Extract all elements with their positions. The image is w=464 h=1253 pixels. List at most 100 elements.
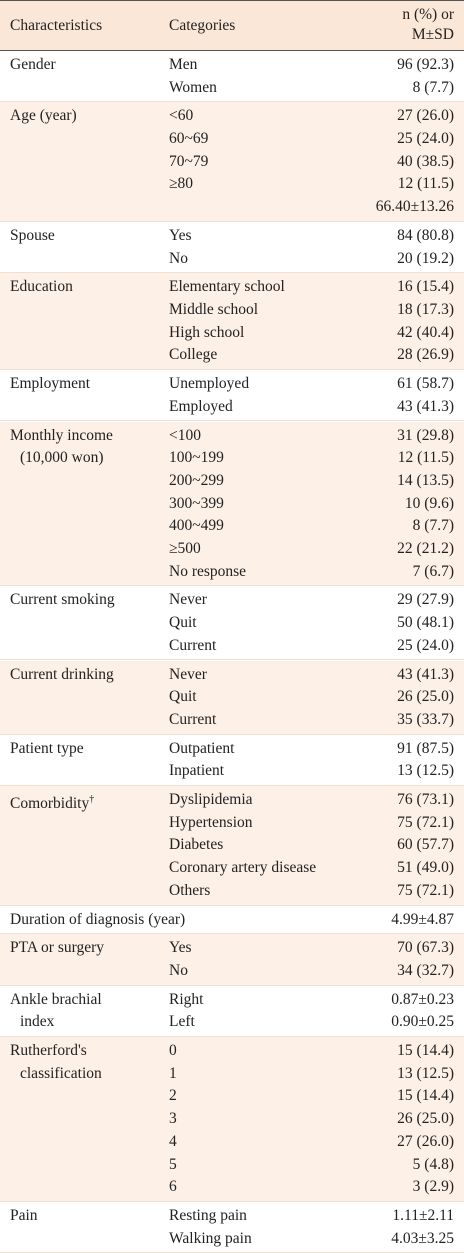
category: ≥80 — [169, 175, 194, 193]
category: No response — [169, 562, 247, 580]
characteristic: (10,000 won) — [20, 449, 104, 467]
value: 91 (87.5) — [397, 739, 454, 757]
value: 27 (26.0) — [397, 107, 454, 125]
category: Coronary artery disease — [169, 859, 317, 877]
value: 18 (17.3) — [397, 300, 454, 318]
value: 3 (2.9) — [412, 1178, 454, 1196]
value: 84 (80.8) — [397, 226, 454, 244]
value: 13 (12.5) — [397, 762, 454, 780]
category: Diabetes — [169, 836, 224, 854]
category: Unemployed — [169, 375, 250, 393]
category: Current — [169, 636, 217, 654]
group: Rutherford's classification 0 15 (14.4) 1 13 … — [0, 1037, 464, 1202]
value: 27 (26.0) — [397, 1132, 454, 1150]
value: 43 (41.3) — [397, 397, 454, 415]
value: 51 (49.0) — [397, 859, 454, 877]
category: Quit — [169, 688, 197, 706]
characteristic: Age (year) — [10, 107, 77, 125]
category: 0 — [169, 1042, 177, 1059]
value: 31 (29.8) — [397, 426, 454, 444]
value: 15 (14.4) — [397, 1042, 454, 1059]
value: 43 (41.3) — [397, 665, 454, 683]
group: Current smoking Never 29 (27.9) Quit 50 (48.… — [0, 586, 464, 661]
group: Monthly income (10,000 won) <100 31 (29.8) 1… — [0, 421, 464, 587]
header-cell: Categories — [169, 17, 236, 34]
group: Patient type Outpatient 91 (87.5) Inpatient… — [0, 734, 464, 786]
value: 70 (67.3) — [397, 939, 454, 957]
category: Never — [169, 665, 207, 683]
characteristic: Current drinking — [10, 665, 114, 683]
category: 3 — [169, 1110, 177, 1128]
category: Right — [169, 990, 204, 1008]
group: Comorbidity† Dyslipidemia 76 (73.1) Hyperte… — [0, 786, 464, 906]
category: Never — [169, 591, 207, 609]
value: 1.11±2.11 — [392, 1206, 454, 1224]
value: 25 (24.0) — [397, 636, 454, 654]
value: 61 (58.7) — [397, 375, 454, 393]
value: 34 (32.7) — [397, 961, 454, 979]
category: Employed — [169, 397, 233, 415]
characteristic: Duration of diagnosis (year) — [10, 910, 186, 928]
category: High school — [169, 323, 245, 341]
characteristic: Spouse — [10, 226, 55, 244]
value: 25 (24.0) — [397, 130, 454, 148]
group: Gender Men 96 (92.3) Women 8 (7.7) — [0, 51, 464, 103]
value: 8 (7.7) — [412, 78, 454, 96]
category: No — [169, 961, 188, 979]
category: 1 — [169, 1064, 177, 1082]
characteristic: Pain — [10, 1206, 38, 1224]
header-cell: M±SD — [411, 26, 454, 43]
characteristic: Education — [10, 278, 73, 296]
category: Hypertension — [169, 813, 253, 831]
group: Age (year) <60 27 (26.0) 60~69 25 (24.0) 70~7… — [0, 102, 464, 222]
characteristic: Rutherford's — [10, 1042, 87, 1059]
value: 22 (21.2) — [397, 540, 454, 557]
header-row: Characteristics Categories n (%) or M±SD — [0, 0, 464, 51]
category: 4 — [169, 1132, 177, 1150]
category: Others — [169, 881, 211, 899]
characteristic: Ankle brachial — [10, 990, 102, 1008]
value: 29 (27.9) — [397, 591, 454, 609]
characteristic: index — [20, 1013, 55, 1031]
category: 2 — [169, 1087, 177, 1105]
characteristic: Monthly income — [10, 426, 113, 444]
characteristic: classification — [20, 1064, 102, 1082]
category: Left — [169, 1013, 195, 1031]
category: 200~299 — [169, 471, 224, 489]
value: 12 (11.5) — [397, 175, 454, 193]
value: 50 (48.1) — [397, 614, 454, 632]
category: Dyslipidemia — [169, 791, 253, 808]
category: College — [169, 346, 218, 364]
category: Inpatient — [169, 762, 225, 780]
value: 75 (72.1) — [397, 881, 454, 899]
characteristic: Comorbidity† — [10, 794, 95, 813]
header-cell: n (%) or — [402, 6, 454, 23]
value: 7 (6.7) — [412, 562, 454, 580]
value: 4.03±3.25 — [391, 1229, 454, 1247]
category: 5 — [169, 1155, 177, 1173]
value: 35 (33.7) — [397, 710, 454, 728]
category: 70~79 — [169, 152, 209, 170]
category: Men — [169, 56, 198, 73]
value: 42 (40.4) — [397, 323, 454, 341]
value: 4.99±4.87 — [391, 910, 454, 928]
value: 14 (13.5) — [397, 471, 454, 489]
value: 15 (14.4) — [397, 1087, 454, 1105]
group: Employment Unemployed 61 (58.7) Employed 43 … — [0, 370, 464, 422]
category: Elementary school — [169, 278, 285, 296]
category: Resting pain — [169, 1206, 247, 1224]
group: Duration of diagnosis (year) 4.99±4.87 — [0, 905, 464, 935]
value: 60 (57.7) — [397, 836, 454, 854]
category: Yes — [169, 939, 192, 957]
value: 0.90±0.25 — [391, 1013, 454, 1031]
value: 40 (38.5) — [397, 152, 454, 170]
characteristic: Current smoking — [10, 591, 115, 609]
value: 10 (9.6) — [404, 494, 454, 512]
category: Walking pain — [169, 1229, 252, 1247]
category: Quit — [169, 614, 197, 632]
category: Outpatient — [169, 739, 235, 757]
category: Current — [169, 710, 217, 728]
value: 8 (7.7) — [412, 517, 454, 535]
value: 66.40±13.26 — [375, 198, 454, 216]
characteristic: Gender — [10, 56, 56, 73]
